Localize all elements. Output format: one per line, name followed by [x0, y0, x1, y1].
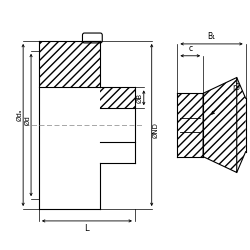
Text: ØND: ØND [153, 122, 159, 138]
Text: Ød: Ød [24, 115, 30, 125]
FancyBboxPatch shape [82, 33, 102, 43]
Text: Ødₐ: Ødₐ [16, 109, 22, 121]
Bar [178, 93, 203, 157]
Text: c: c [188, 44, 192, 53]
Text: ØB: ØB [137, 93, 143, 103]
Text: r3: r3 [212, 84, 240, 114]
Text: L: L [84, 224, 89, 233]
Text: B₁: B₁ [208, 32, 216, 41]
